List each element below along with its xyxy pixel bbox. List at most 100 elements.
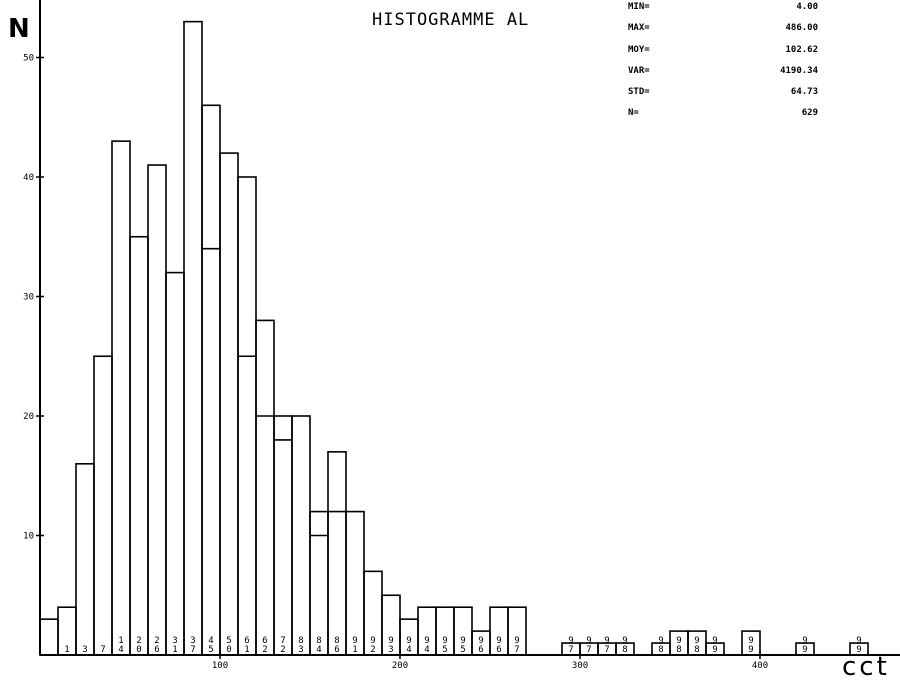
bar-label: 5 bbox=[226, 636, 231, 646]
x-tick-label: 400 bbox=[752, 661, 768, 671]
bar-label: 9 bbox=[856, 636, 861, 646]
bar-label: 4 bbox=[118, 645, 123, 655]
bar-label: 9 bbox=[478, 636, 483, 646]
bar-label: 5 bbox=[460, 645, 465, 655]
y-tick-label: 50 bbox=[23, 54, 34, 64]
stat-row-n: N= 629 bbox=[628, 108, 818, 129]
bar-label: 9 bbox=[424, 636, 429, 646]
bar bbox=[165, 271, 185, 656]
bar-label: 9 bbox=[442, 636, 447, 646]
bar-label: 4 bbox=[424, 645, 429, 655]
y-tick-label: 20 bbox=[23, 412, 34, 422]
bar-label: 9 bbox=[712, 645, 717, 655]
bar bbox=[345, 510, 365, 656]
bar-label: 9 bbox=[586, 636, 591, 646]
bar-label: 9 bbox=[748, 645, 753, 655]
bar-label: 1 bbox=[64, 645, 69, 655]
bar-label: 9 bbox=[748, 636, 753, 646]
bar-label: 9 bbox=[676, 636, 681, 646]
stat-value: 64.73 bbox=[790, 87, 818, 98]
stat-label: MAX= bbox=[628, 23, 650, 34]
bar-label: 9 bbox=[694, 636, 699, 646]
bar-label: 3 bbox=[172, 636, 177, 646]
bar bbox=[219, 152, 239, 656]
bar-label: 1 bbox=[244, 645, 249, 655]
bar-label: 9 bbox=[460, 636, 465, 646]
stat-value: 4190.34 bbox=[780, 65, 818, 76]
bar-label: 7 bbox=[568, 645, 573, 655]
axes bbox=[39, 0, 900, 656]
bar-label: 6 bbox=[244, 636, 249, 646]
bar-label: 8 bbox=[694, 645, 699, 655]
bar-label: 8 bbox=[658, 645, 663, 655]
bar-label: 2 bbox=[154, 636, 159, 646]
bar-label: 8 bbox=[316, 636, 321, 646]
bar-label: 1 bbox=[118, 636, 123, 646]
bar-label: 9 bbox=[388, 636, 393, 646]
bar-label: 9 bbox=[406, 636, 411, 646]
bar bbox=[111, 140, 131, 656]
bar-label: 3 bbox=[298, 645, 303, 655]
bar bbox=[183, 20, 203, 656]
bar-label: 4 bbox=[208, 636, 213, 646]
bar-label: 2 bbox=[262, 645, 267, 655]
bar-label: 9 bbox=[802, 645, 807, 655]
bar-label: 9 bbox=[856, 645, 861, 655]
bar-label: 7 bbox=[514, 645, 519, 655]
bar-label: 6 bbox=[478, 645, 483, 655]
bar bbox=[237, 176, 257, 656]
bar-label: 8 bbox=[676, 645, 681, 655]
bar-label: 1 bbox=[352, 645, 357, 655]
bar-label: 8 bbox=[334, 636, 339, 646]
bar-label: 2 bbox=[370, 645, 375, 655]
bar-label: 6 bbox=[496, 645, 501, 655]
bar-label: 6 bbox=[334, 645, 339, 655]
bar-label: 3 bbox=[190, 636, 195, 646]
bar-label: 6 bbox=[154, 645, 159, 655]
y-axis-label: N bbox=[8, 14, 30, 44]
bar-label: 6 bbox=[262, 636, 267, 646]
bar-label: 9 bbox=[658, 636, 663, 646]
stat-label: MIN= bbox=[628, 2, 650, 12]
stat-row-min: MIN= 4.00 bbox=[628, 2, 818, 23]
bar bbox=[39, 618, 59, 656]
bar-label: 9 bbox=[568, 636, 573, 646]
y-tick-label: 40 bbox=[23, 173, 34, 183]
bar-label: 9 bbox=[496, 636, 501, 646]
bar-label: 8 bbox=[622, 645, 627, 655]
bar-label: 5 bbox=[442, 645, 447, 655]
stat-value: 629 bbox=[801, 108, 818, 119]
bar bbox=[75, 462, 95, 656]
bar-label: 9 bbox=[514, 636, 519, 646]
bar-label: 0 bbox=[226, 645, 231, 655]
bar-label: 7 bbox=[100, 645, 105, 655]
statistics-panel: MIN= 4.00 MAX= 486.00 MOY= 102.62 VAR= 4… bbox=[628, 2, 818, 130]
bar-label: 2 bbox=[136, 636, 141, 646]
bar-label: 9 bbox=[802, 636, 807, 646]
y-tick-label: 30 bbox=[23, 293, 34, 303]
bar-label: 3 bbox=[388, 645, 393, 655]
bar-label: 9 bbox=[370, 636, 375, 646]
bar-label: 3 bbox=[82, 645, 87, 655]
bar-label: 9 bbox=[712, 636, 717, 646]
stat-value: 486.00 bbox=[785, 23, 818, 34]
bar bbox=[273, 415, 293, 656]
x-tick-label: 100 bbox=[212, 661, 228, 671]
bar-label: 7 bbox=[190, 645, 195, 655]
bar bbox=[93, 355, 113, 656]
bar bbox=[309, 510, 329, 656]
bar-label: 9 bbox=[622, 636, 627, 646]
bar-label: 7 bbox=[280, 636, 285, 646]
bar-label: 7 bbox=[604, 645, 609, 655]
stat-value: 4.00 bbox=[796, 2, 818, 12]
bar-label: 4 bbox=[316, 645, 321, 655]
stat-label: VAR= bbox=[628, 65, 650, 76]
stat-value: 102.62 bbox=[785, 44, 818, 55]
bar bbox=[255, 319, 275, 656]
stat-label: MOY= bbox=[628, 44, 650, 55]
bar-label: 9 bbox=[604, 636, 609, 646]
bar-label: 2 bbox=[280, 645, 285, 655]
bar bbox=[129, 235, 149, 656]
